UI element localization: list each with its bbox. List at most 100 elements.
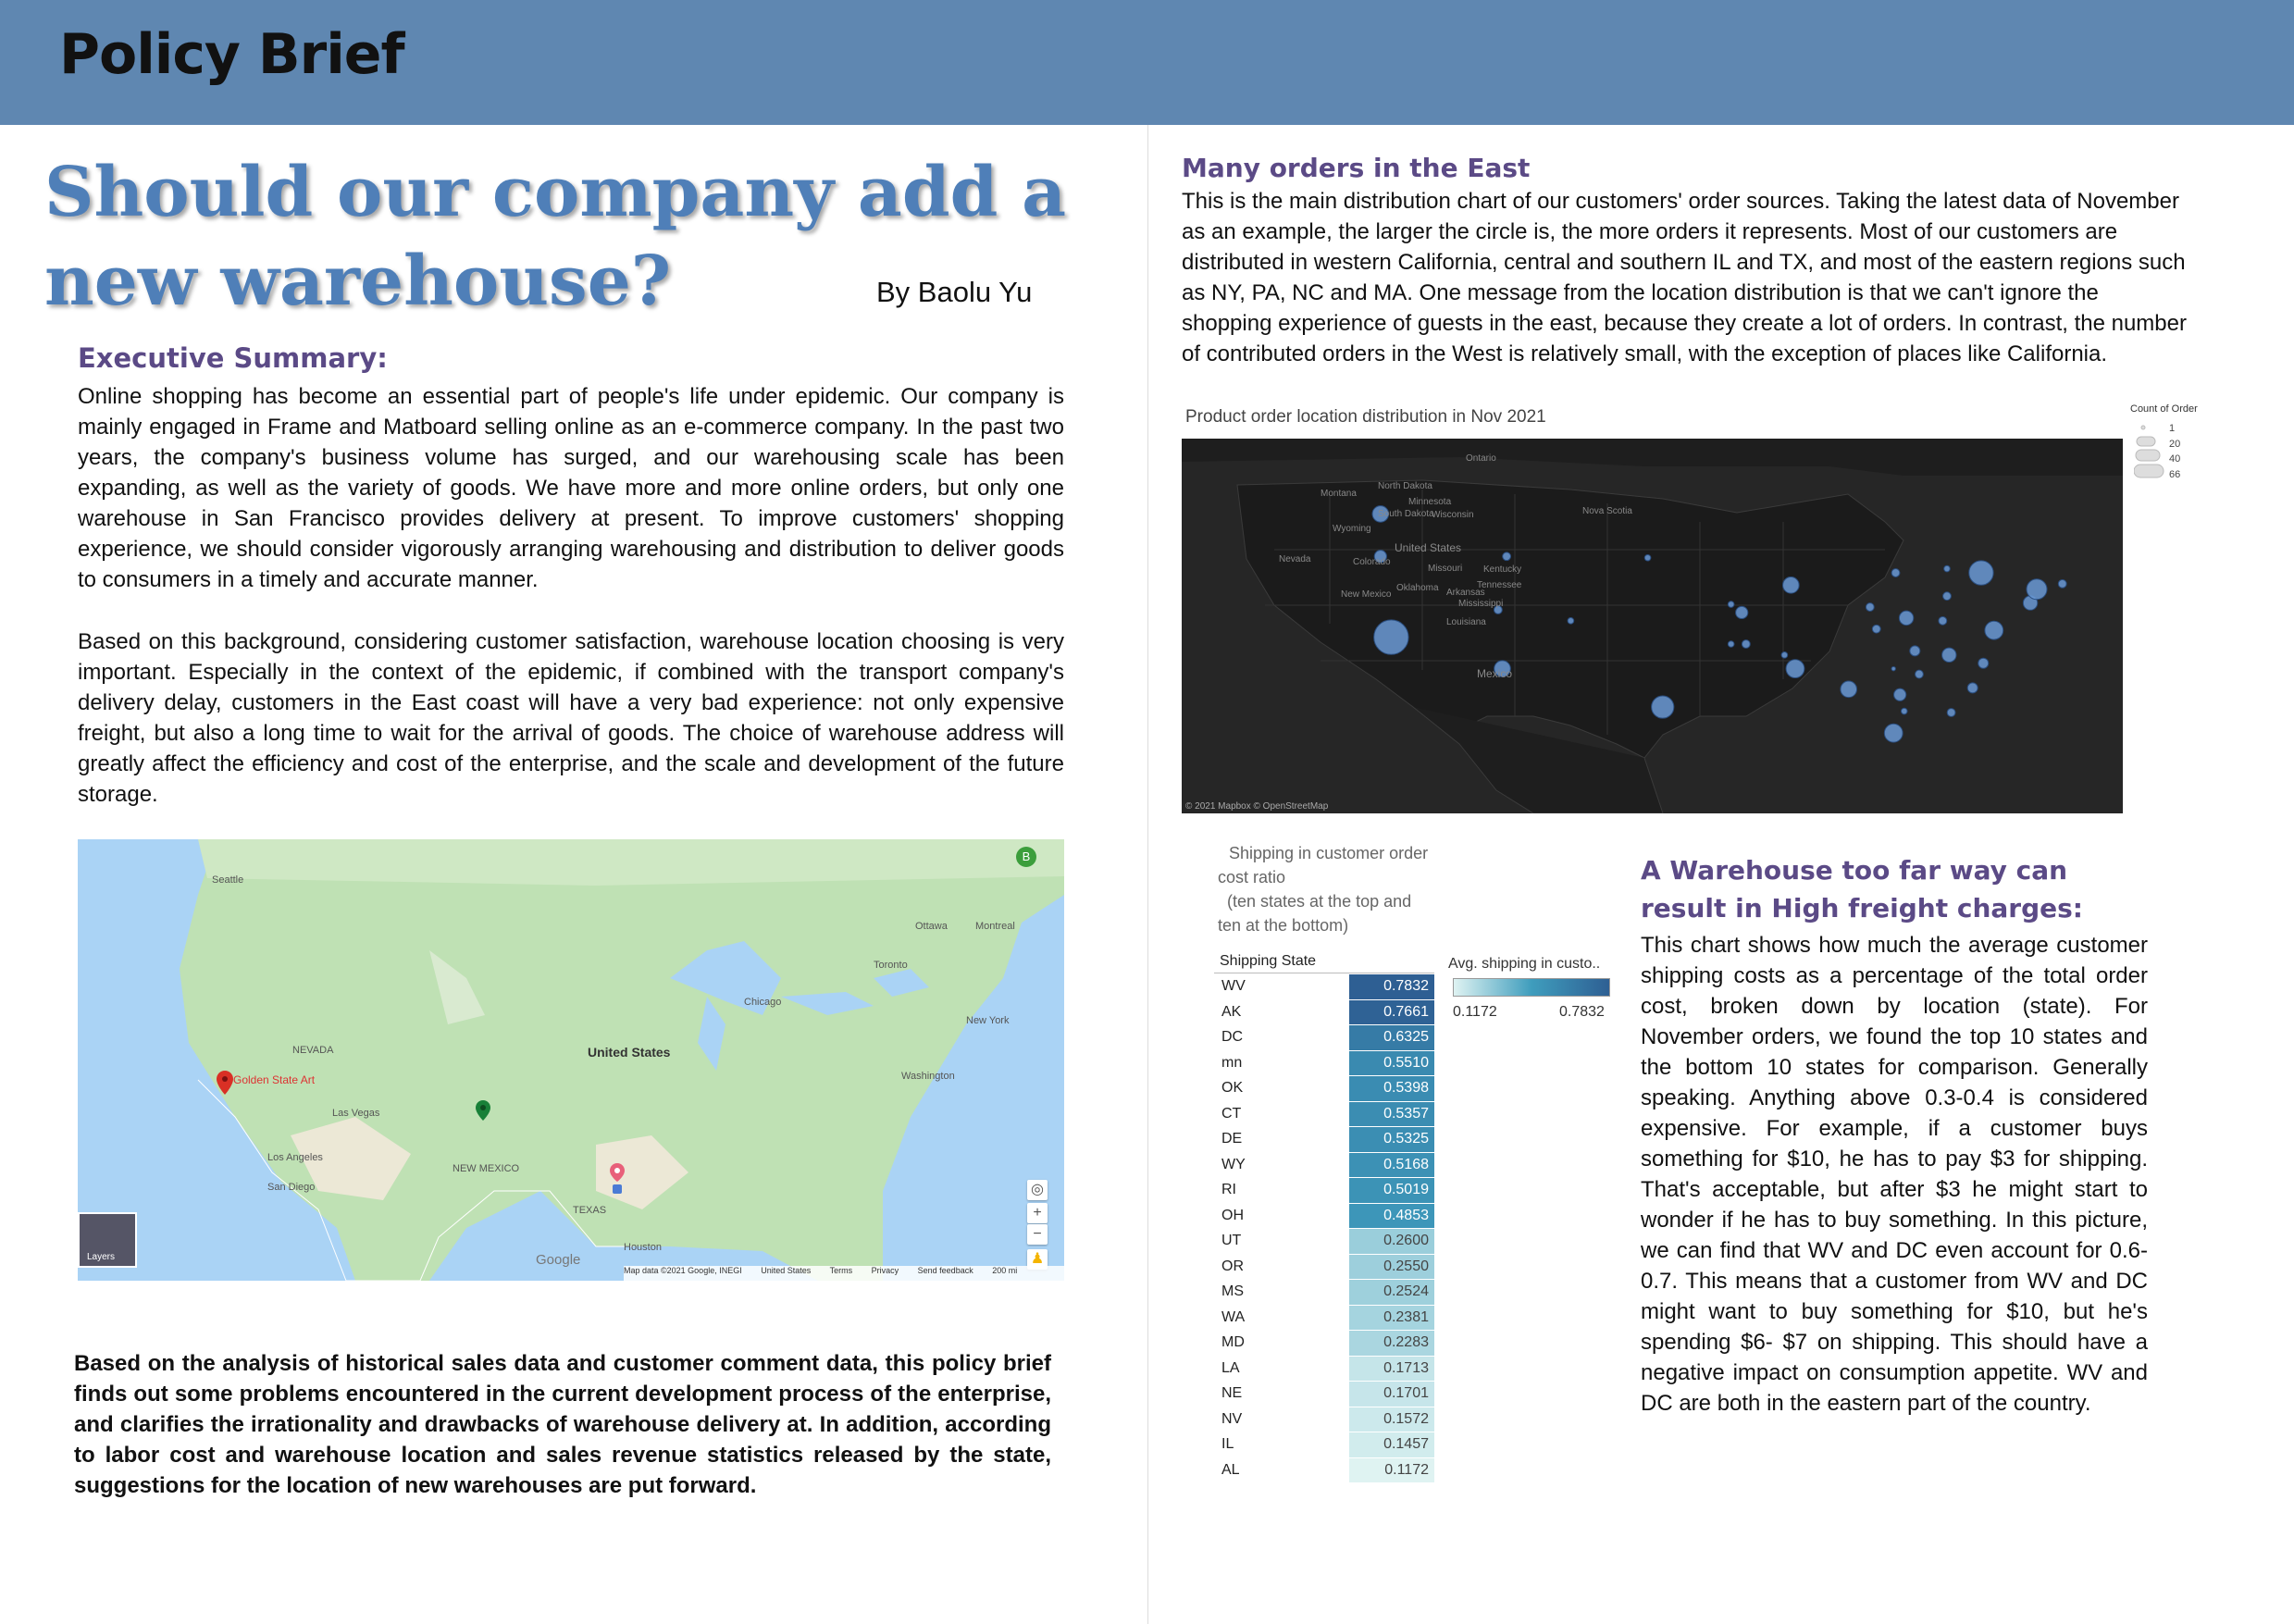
map-label-new-york: New York xyxy=(966,1015,1010,1026)
pink-pin-icon[interactable] xyxy=(610,1163,625,1195)
order-bubble xyxy=(1942,591,1952,601)
order-bubble xyxy=(1938,615,1948,626)
heatmap-cell: 0.5019 xyxy=(1349,1178,1434,1204)
layers-label: Layers xyxy=(87,1252,116,1262)
heatmap-value-label: 0.5357 xyxy=(1383,1105,1429,1122)
heatmap-value-label: 0.5325 xyxy=(1383,1131,1429,1147)
order-bubbles xyxy=(1371,505,2067,743)
heatmap-row: WY 0.5168 xyxy=(1214,1152,1434,1178)
heatmap-state-label: CT xyxy=(1221,1105,1242,1122)
map-region-link[interactable]: United States xyxy=(761,1266,812,1275)
map-label-wisconsin: Wisconsin xyxy=(1432,510,1474,520)
map-label-chicago: Chicago xyxy=(744,997,782,1008)
heatmap-value-label: 0.1572 xyxy=(1383,1410,1429,1427)
heatmap-row: CT 0.5357 xyxy=(1214,1101,1434,1127)
heatmap-state-label: NE xyxy=(1221,1385,1243,1401)
google-logo: Google xyxy=(536,1252,581,1268)
order-bubble xyxy=(1643,553,1652,562)
heatmap-state-label: OK xyxy=(1221,1080,1244,1096)
account-avatar[interactable]: B xyxy=(1016,847,1036,867)
heatmap-row: DE 0.5325 xyxy=(1214,1127,1434,1153)
red-pin-icon[interactable] xyxy=(217,1071,233,1095)
map-label-nevada: NEVADA xyxy=(292,1045,334,1056)
mapbox-credit: © 2021 Mapbox © OpenStreetMap xyxy=(1185,801,1329,812)
street-view-icon[interactable]: ♟ xyxy=(1027,1249,1048,1270)
layers-button[interactable]: Layers xyxy=(78,1212,137,1268)
heatmap-row: NE 0.1701 xyxy=(1214,1382,1434,1407)
byline: By Baolu Yu xyxy=(876,276,1033,308)
privacy-link[interactable]: Privacy xyxy=(871,1266,899,1275)
heatmap-value-label: 0.7661 xyxy=(1383,1003,1429,1020)
heatmap-cell: 0.6325 xyxy=(1349,1025,1434,1051)
order-bubble xyxy=(1891,568,1901,577)
order-bubble xyxy=(1909,645,1921,657)
column-divider xyxy=(1147,125,1148,1624)
heatmap-cell: 0.2600 xyxy=(1349,1229,1434,1255)
conclusion-text: Based on the analysis of historical sale… xyxy=(74,1351,1051,1498)
map-label-missouri: Missouri xyxy=(1428,564,1463,574)
map-label-washington: Washington xyxy=(901,1071,955,1082)
order-bubble xyxy=(1900,707,1908,715)
order-bubble xyxy=(1741,639,1751,649)
zoom-in-button[interactable]: + xyxy=(1027,1203,1048,1223)
order-bubble xyxy=(1373,619,1409,655)
heatmap-value-label: 0.5168 xyxy=(1383,1156,1429,1172)
shipping-text: This chart shows how much the average cu… xyxy=(1641,933,2148,1416)
heatmap-cell: 0.5325 xyxy=(1349,1127,1434,1153)
map-label-seattle: Seattle xyxy=(212,874,244,886)
heatmap-cell: 0.5168 xyxy=(1349,1152,1434,1178)
order-bubble xyxy=(1883,723,1903,743)
heatmap-state-label: OR xyxy=(1221,1258,1244,1274)
zoom-out-button[interactable]: − xyxy=(1027,1224,1048,1245)
order-bubble xyxy=(1502,552,1512,562)
map-label-south-dakota: South Dakota xyxy=(1378,509,1434,519)
heatmap-cell: 0.5398 xyxy=(1349,1076,1434,1102)
heatmap-row: MD 0.2283 xyxy=(1214,1331,1434,1357)
map-label-tennessee: Tennessee xyxy=(1477,580,1522,590)
shipping-heading: A Warehouse too far way can result in Hi… xyxy=(1641,855,2083,924)
heatmap-state-label: WV xyxy=(1221,978,1246,994)
heatmap-cell: 0.2283 xyxy=(1349,1331,1434,1357)
order-location-map[interactable]: Ontario North Dakota South Dakota Montan… xyxy=(1182,439,2123,813)
order-bubble xyxy=(1966,682,1978,694)
map-label-united-states: United States xyxy=(1395,541,1462,554)
green-pin-icon[interactable] xyxy=(476,1100,490,1121)
send-feedback-link[interactable]: Send feedback xyxy=(917,1266,973,1275)
heatmap-row: UT 0.2600 xyxy=(1214,1229,1434,1255)
size-legend-value: 40 xyxy=(2169,453,2181,465)
compass-icon[interactable]: ◎ xyxy=(1027,1180,1048,1200)
size-legend-value: 1 xyxy=(2169,423,2176,434)
heatmap-value-label: 0.2550 xyxy=(1383,1258,1429,1274)
order-bubble xyxy=(2026,578,2048,601)
heatmap-state-label: DC xyxy=(1221,1029,1244,1045)
warehouse-location-map[interactable]: Seattle NEVADA Las Vegas Los Angeles San… xyxy=(78,839,1064,1281)
order-bubble xyxy=(1735,605,1749,620)
map-label-kentucky: Kentucky xyxy=(1483,564,1522,575)
order-bubble xyxy=(1373,550,1387,564)
map-label-louisiana: Louisiana xyxy=(1446,617,1486,627)
heatmap-cell: 0.4853 xyxy=(1349,1203,1434,1229)
heatmap-row: NV 0.1572 xyxy=(1214,1407,1434,1432)
heatmap-state-label: WY xyxy=(1221,1156,1246,1172)
heatmap-title-line: ten at the bottom) xyxy=(1218,916,1349,935)
heatmap-cell: 0.1172 xyxy=(1349,1457,1434,1483)
heatmap-color-legend: Avg. shipping in custo.. 0.1172 0.7832 xyxy=(1448,956,1615,1020)
heatmap-state-label: AK xyxy=(1221,1003,1242,1020)
heatmap-cell: 0.7832 xyxy=(1349,974,1434,1000)
heatmap-state-label: IL xyxy=(1221,1436,1234,1452)
order-bubble xyxy=(1785,659,1805,679)
map-label-toronto: Toronto xyxy=(874,960,908,971)
heatmap-value-label: 0.4853 xyxy=(1383,1207,1429,1223)
heatmap-value-label: 0.1172 xyxy=(1384,1461,1429,1478)
order-bubble xyxy=(1651,695,1675,719)
heatmap-title-line: (ten states at the top and xyxy=(1227,892,1412,911)
heatmap-value-label: 0.1713 xyxy=(1383,1359,1429,1376)
heatmap-value-label: 0.1701 xyxy=(1383,1385,1429,1401)
size-legend-shapes xyxy=(2134,425,2164,478)
heatmap-cell: 0.1701 xyxy=(1349,1382,1434,1407)
heatmap-cell: 0.2381 xyxy=(1349,1305,1434,1331)
heatmap-state-label: MD xyxy=(1221,1334,1245,1350)
terms-link[interactable]: Terms xyxy=(829,1266,853,1275)
heatmap-state-label: RI xyxy=(1221,1182,1236,1197)
heatmap-row: OR 0.2550 xyxy=(1214,1254,1434,1280)
